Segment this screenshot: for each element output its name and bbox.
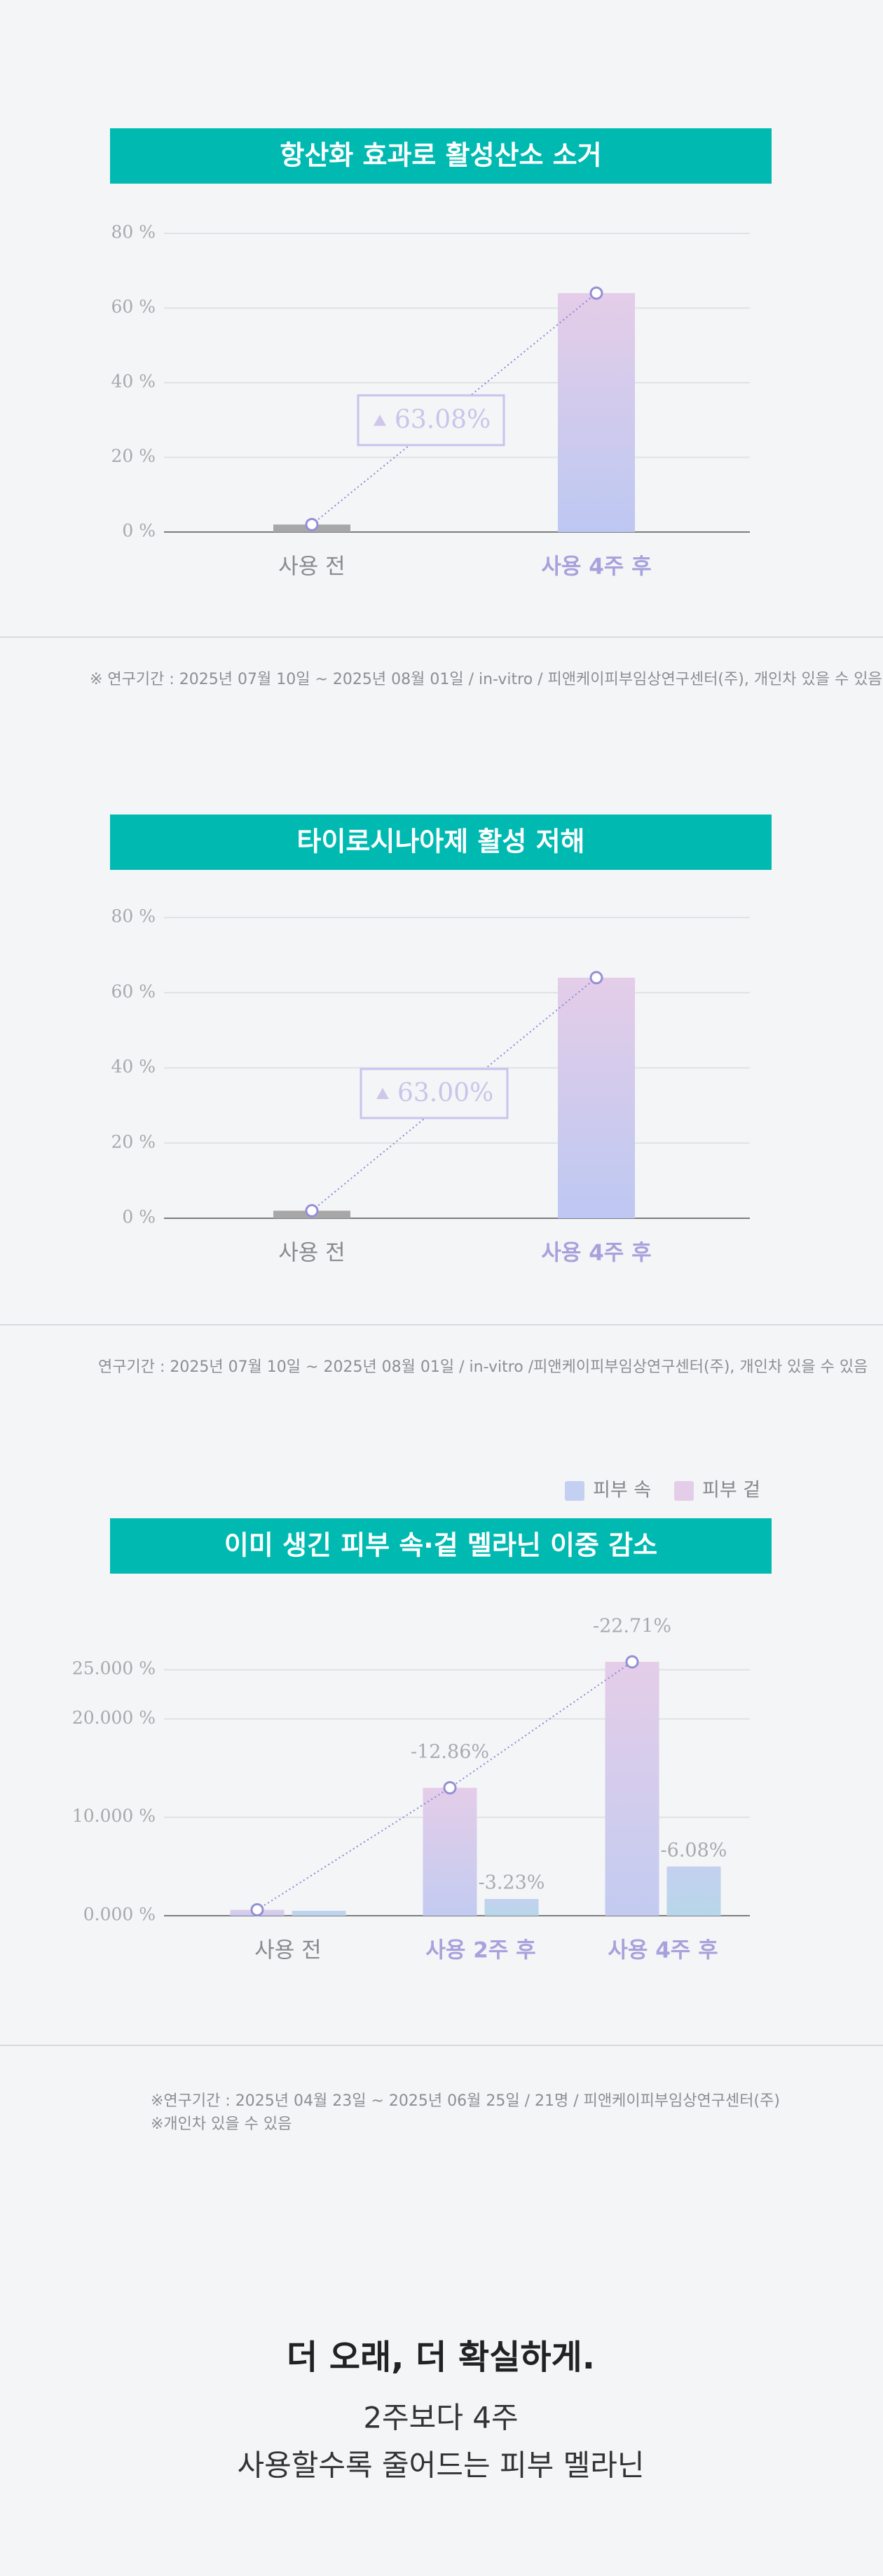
x-tick-label: 사용 전	[254, 1938, 321, 1963]
change-label: -12.86%	[411, 1741, 489, 1763]
legend-swatch	[565, 1481, 584, 1501]
footnote: 연구기간 : 2025년 07월 10일 ~ 2025년 08월 01일 / i…	[98, 1358, 868, 1376]
x-tick-label: 사용 4주 후	[541, 554, 651, 580]
x-tick-label: 사용 2주 후	[425, 1938, 535, 1963]
footnote: ※개인차 있을 수 있음	[151, 2115, 292, 2133]
y-tick-label: 40 %	[111, 372, 156, 392]
bar	[558, 977, 635, 1218]
closing-line: 사용할수록 줄어드는 피부 멜라닌	[237, 2448, 644, 2483]
footnote: ※연구기간 : 2025년 04월 23일 ~ 2025년 06월 25일 / …	[151, 2092, 780, 2110]
chart-title: 이미 생긴 피부 속·겉 멜라닌 이중 감소	[224, 1530, 657, 1561]
legend-label: 피부 속	[593, 1480, 651, 1501]
y-tick-label: 20 %	[111, 446, 156, 466]
closing-headline: 더 오래, 더 확실하게.	[287, 2338, 595, 2377]
legend-swatch	[674, 1481, 694, 1501]
y-tick-label: 60 %	[111, 981, 156, 1002]
x-tick-label: 사용 전	[278, 1241, 345, 1266]
bar	[423, 1787, 477, 1916]
point	[589, 286, 603, 300]
chart-title: 항산화 효과로 활성산소 소거	[280, 140, 601, 171]
bar	[558, 293, 635, 532]
change-label: -6.08%	[661, 1839, 727, 1861]
bar	[605, 1661, 659, 1916]
change-label: -3.23%	[479, 1872, 545, 1894]
y-tick-label: 0 %	[122, 1207, 156, 1227]
y-tick-label: 40 %	[111, 1056, 156, 1077]
closing-line: 2주보다 4주	[363, 2401, 518, 2435]
bar	[484, 1899, 539, 1916]
up-arrow	[374, 414, 386, 426]
legend-label: 피부 겉	[702, 1480, 760, 1501]
change-label: -22.71%	[593, 1615, 671, 1637]
point	[250, 1903, 264, 1917]
y-tick-label: 80 %	[111, 906, 156, 927]
point	[443, 1781, 457, 1795]
point	[589, 971, 603, 985]
change-label: 63.08%	[395, 406, 491, 435]
title-bar	[110, 128, 772, 184]
up-arrow	[376, 1088, 389, 1099]
bar	[666, 1866, 721, 1916]
bar	[292, 1910, 346, 1916]
y-tick-label: 20 %	[111, 1131, 156, 1152]
y-tick-label: 25.000 %	[72, 1658, 156, 1679]
y-tick-label: 80 %	[111, 222, 156, 243]
title-bar	[110, 815, 772, 870]
y-tick-label: 0.000 %	[83, 1904, 156, 1925]
x-tick-label: 사용 4주 후	[541, 1241, 651, 1266]
chart-title: 타이로시나아제 활성 저해	[296, 826, 584, 857]
y-tick-label: 0 %	[122, 521, 156, 541]
footnote: ※ 연구기간 : 2025년 07월 10일 ~ 2025년 08월 01일 /…	[90, 671, 882, 688]
point	[625, 1655, 639, 1669]
y-tick-label: 20.000 %	[72, 1708, 156, 1728]
x-tick-label: 사용 4주 후	[608, 1938, 718, 1963]
point	[305, 1204, 319, 1218]
x-tick-label: 사용 전	[278, 554, 345, 580]
point	[305, 517, 319, 531]
change-label: 63.00%	[397, 1079, 493, 1108]
title-bar	[110, 1518, 772, 1574]
y-tick-label: 10.000 %	[72, 1806, 156, 1826]
y-tick-label: 60 %	[111, 297, 156, 317]
